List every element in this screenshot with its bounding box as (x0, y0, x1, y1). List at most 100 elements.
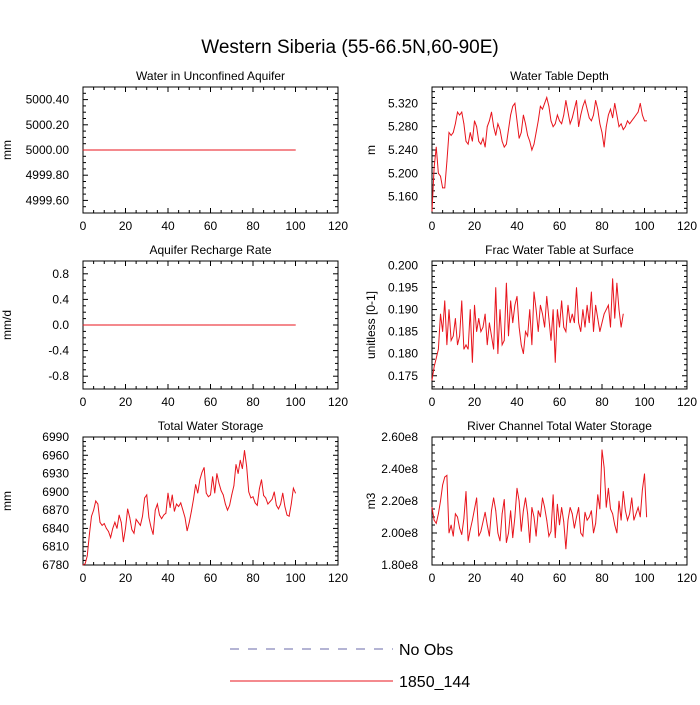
data-point (567, 111, 569, 113)
data-point (248, 491, 250, 493)
data-point (108, 149, 109, 151)
data-point (273, 149, 275, 151)
data-point (516, 295, 518, 297)
data-point (522, 353, 524, 355)
x-tick-label: 40 (510, 219, 524, 233)
data-point (527, 135, 529, 136)
data-point (116, 324, 118, 326)
data-point (482, 521, 484, 523)
legend-label-no-obs: No Obs (399, 642, 453, 659)
data-point (144, 324, 146, 326)
data-point (622, 491, 624, 492)
data-point (282, 324, 284, 326)
data-point (603, 313, 605, 315)
data-point (199, 324, 201, 326)
data-point (193, 149, 194, 151)
data-point (171, 324, 173, 326)
data-point (224, 503, 226, 505)
data-point (256, 504, 258, 506)
data-point (95, 149, 97, 151)
data-point (573, 108, 575, 110)
series-line (431, 95, 647, 212)
data-point (605, 507, 607, 508)
y-tick-label: 4999.80 (26, 168, 70, 182)
data-point (497, 353, 499, 355)
data-point (222, 494, 224, 496)
data-point (122, 324, 124, 326)
x-tick-label: 100 (634, 219, 654, 233)
data-point (605, 309, 607, 310)
data-point (627, 120, 628, 122)
data-point (197, 149, 199, 151)
data-point (169, 324, 171, 326)
panel-title: Frac Water Table at Surface (485, 243, 634, 257)
data-point (510, 510, 512, 511)
data-point (467, 143, 469, 145)
data-point (580, 532, 582, 534)
x-tick-label: 60 (553, 219, 567, 233)
panel-title: Aquifer Recharge Rate (149, 243, 271, 257)
plot-frame (431, 86, 688, 214)
data-point (593, 114, 594, 116)
data-point (86, 324, 88, 326)
y-tick-label: 0.180 (388, 347, 418, 361)
data-point (493, 348, 495, 350)
x-tick-label: 80 (595, 571, 609, 585)
x-tick-label: 100 (285, 395, 305, 409)
data-point (286, 324, 288, 326)
data-point (552, 309, 554, 310)
data-point (250, 497, 252, 499)
y-axis-label: unitless [0-1] (364, 291, 378, 359)
data-point (571, 513, 573, 515)
data-point (474, 508, 475, 510)
data-point (514, 516, 516, 518)
data-point (618, 309, 620, 310)
x-tick-label: 120 (677, 571, 697, 585)
x-tick-label: 0 (80, 219, 87, 233)
data-point (214, 324, 216, 326)
data-point (133, 149, 135, 151)
data-point (641, 489, 643, 491)
x-tick-label: 120 (677, 395, 697, 409)
data-point (267, 149, 269, 151)
data-point (465, 344, 467, 346)
data-point (161, 324, 163, 326)
data-point (118, 324, 120, 326)
data-point (84, 149, 86, 151)
x-tick-label: 100 (634, 571, 654, 585)
data-point (535, 132, 537, 133)
data-point (148, 149, 150, 151)
data-point (131, 324, 133, 326)
data-point (212, 149, 214, 151)
data-point (246, 324, 248, 326)
y-tick-label: -0.8 (48, 369, 69, 383)
y-axis-label: mm/d (0, 310, 14, 340)
data-point (569, 322, 571, 324)
data-point (571, 117, 573, 119)
data-point (584, 326, 586, 328)
data-point (91, 515, 92, 517)
data-point (93, 509, 95, 511)
x-tick-label: 0 (429, 395, 436, 409)
data-point (533, 143, 535, 145)
data-point (295, 324, 296, 326)
data-point (546, 519, 548, 521)
data-point (522, 114, 524, 116)
data-point (269, 324, 271, 326)
data-point (529, 140, 531, 142)
data-point (442, 484, 444, 486)
data-point (91, 324, 92, 326)
data-point (125, 149, 126, 151)
x-tick-label: 40 (510, 571, 524, 585)
data-point (501, 140, 503, 142)
y-tick-label: 6990 (42, 430, 69, 444)
data-point (93, 324, 95, 326)
data-point (144, 497, 146, 499)
data-point (637, 507, 639, 508)
data-point (448, 532, 450, 534)
data-point (120, 521, 122, 523)
y-tick-label: 2.40e8 (381, 462, 418, 476)
data-point (563, 114, 565, 116)
data-point (129, 149, 131, 151)
data-point (227, 509, 228, 511)
